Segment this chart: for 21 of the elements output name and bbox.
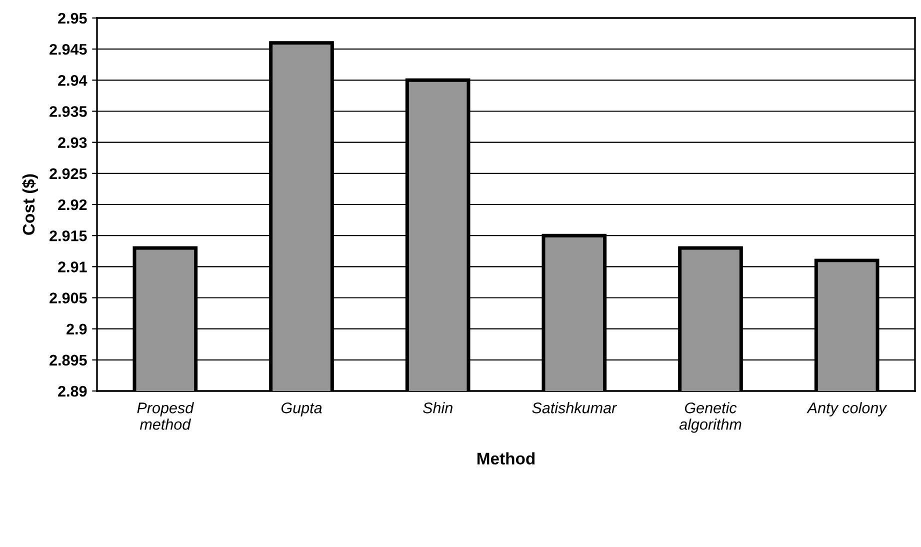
- y-tick-label: 2.95: [58, 12, 87, 24]
- x-tick-label: Satishkumar: [532, 402, 618, 414]
- y-tick-label: 2.89: [58, 386, 87, 397]
- y-axis-title: Cost ($): [22, 174, 38, 235]
- y-tick-label: 2.92: [58, 199, 87, 210]
- y-tick-label: 2.895: [50, 354, 87, 366]
- x-tick-label: Gupta: [281, 402, 322, 416]
- y-tick-label: 2.94: [58, 75, 88, 86]
- y-tick-label: 2.9: [66, 324, 87, 335]
- x-tick-label: Propesd method: [137, 402, 194, 430]
- y-tick-label: 2.905: [50, 292, 87, 304]
- x-tick-label: Anty colony: [806, 402, 888, 416]
- y-tick-label: 2.93: [58, 137, 87, 148]
- x-tick-label: Shin: [422, 402, 452, 414]
- x-tick-label: Genetic algorithm: [679, 402, 742, 433]
- y-tick-label: 2.925: [50, 168, 87, 180]
- y-tick-label: 2.91: [58, 262, 87, 272]
- y-tick-label: 2.915: [50, 230, 87, 242]
- y-tick-label: 2.945: [50, 44, 87, 55]
- y-tick-label: 2.935: [50, 106, 87, 117]
- x-axis-title: Method: [477, 452, 535, 464]
